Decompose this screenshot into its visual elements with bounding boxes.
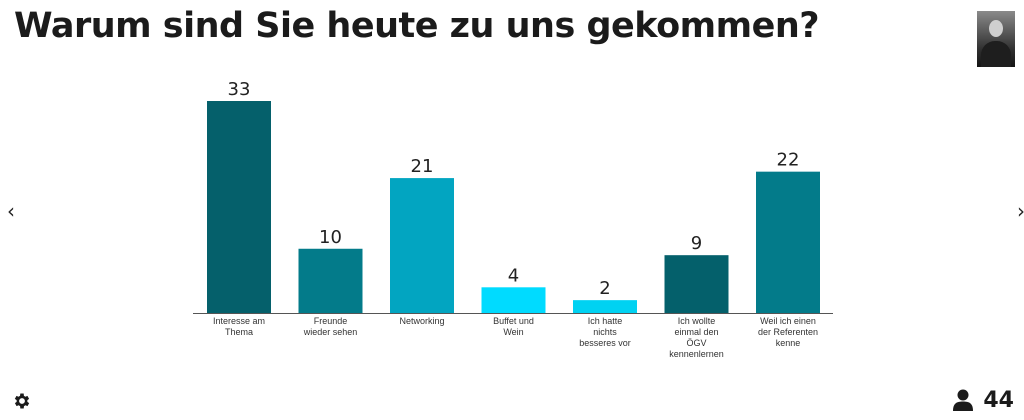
gear-icon[interactable]: [12, 391, 32, 411]
value-label-6: 9: [691, 233, 702, 254]
value-label-7: 22: [777, 150, 800, 171]
category-label-5: Ich hatte nichts besseres vor: [579, 316, 631, 348]
participant-count: 44: [983, 387, 1014, 413]
category-label-6: Ich wollte einmal den ÖGV kennenlernen: [669, 316, 724, 359]
value-label-5: 2: [599, 278, 610, 299]
question-title: Warum sind Sie heute zu uns gekommen?: [14, 6, 820, 46]
bar-1: [207, 101, 271, 313]
value-label-2: 10: [319, 227, 342, 248]
bar-7: [756, 171, 820, 313]
category-label-3: Networking: [399, 316, 445, 326]
category-label-7: Weil ich einen der Referenten kenne: [757, 316, 819, 348]
chevron-left-icon[interactable]: ‹: [7, 199, 15, 223]
user-icon: [953, 389, 974, 411]
avatar-head: [989, 20, 1003, 37]
bar-2: [298, 248, 363, 313]
bar-3: [390, 178, 454, 313]
value-label-3: 21: [411, 156, 434, 177]
value-label-1: 33: [228, 79, 251, 100]
category-label-1: Interesse am Thema: [212, 316, 266, 337]
bar-6: [664, 255, 729, 313]
bar-5: [573, 300, 637, 313]
avatar: [977, 11, 1015, 67]
participant-counter: 44: [953, 386, 1014, 414]
chevron-right-icon[interactable]: ›: [1010, 199, 1024, 223]
category-label-4: Buffet und Wein: [493, 316, 534, 337]
avatar-body: [981, 41, 1011, 67]
value-label-4: 4: [508, 265, 519, 286]
category-label-2: Freunde wieder sehen: [303, 316, 358, 337]
bar-4: [481, 287, 546, 313]
